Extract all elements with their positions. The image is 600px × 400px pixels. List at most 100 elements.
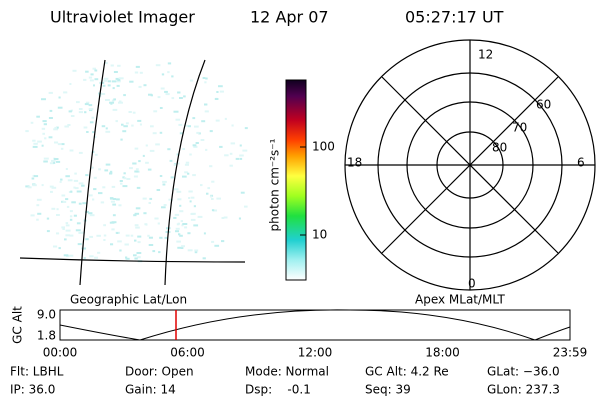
pixel	[205, 77, 208, 80]
colorbar	[285, 79, 307, 281]
pixel	[33, 142, 38, 145]
pixel	[53, 128, 59, 131]
pixel	[74, 187, 79, 190]
pixel	[65, 234, 70, 237]
pixel	[207, 187, 211, 190]
pixel	[46, 217, 50, 220]
pixel	[69, 210, 73, 213]
pixel	[94, 153, 98, 156]
pixel	[197, 215, 203, 218]
pixel	[174, 213, 180, 216]
pixel	[173, 164, 176, 167]
pixel	[157, 222, 160, 225]
pixel	[65, 229, 71, 232]
pixel	[188, 197, 191, 199]
pixel	[54, 126, 58, 129]
ring-label: 70	[512, 121, 527, 135]
pixel	[167, 62, 172, 65]
pixel	[178, 123, 183, 126]
pixel	[53, 158, 59, 160]
pixel	[183, 124, 188, 127]
pixel	[202, 77, 206, 79]
pixel	[242, 149, 248, 152]
pixel	[83, 257, 86, 260]
pixel	[33, 175, 39, 178]
pixel	[181, 245, 185, 248]
pixel	[70, 190, 73, 193]
pixel	[73, 214, 77, 217]
pixel	[105, 163, 111, 166]
pixel	[97, 251, 101, 254]
pixel	[80, 231, 86, 234]
pixel	[111, 80, 117, 83]
pixel	[37, 140, 42, 143]
pixel	[148, 244, 154, 246]
pixel	[167, 71, 170, 74]
pixel	[90, 73, 94, 76]
pixel	[175, 230, 180, 233]
pixel	[32, 139, 36, 142]
pixel	[179, 234, 183, 237]
pixel	[72, 69, 77, 72]
pixel	[84, 111, 87, 114]
pixel	[184, 226, 188, 229]
info-field: Flt: LBHL	[10, 365, 64, 379]
pixel	[125, 257, 130, 260]
pixel	[89, 194, 93, 197]
pixel	[182, 175, 187, 178]
strip-xtick: 18:00	[425, 346, 460, 360]
pixel	[31, 177, 35, 180]
pixel	[179, 204, 182, 207]
pixel	[98, 168, 101, 171]
pixel	[67, 179, 73, 182]
pixel	[50, 190, 53, 193]
pixel	[65, 222, 69, 225]
pixel	[139, 71, 143, 74]
pixel	[41, 98, 46, 101]
pixel	[123, 172, 126, 175]
pixel	[200, 139, 205, 141]
pixel	[201, 120, 206, 123]
pixel	[164, 90, 168, 93]
pixel	[239, 144, 242, 147]
pixel	[111, 185, 116, 188]
pixel	[235, 157, 240, 160]
pixel	[204, 81, 207, 84]
pixel	[89, 121, 94, 124]
pixel	[25, 185, 30, 188]
pixel	[214, 244, 220, 247]
pixel	[69, 234, 74, 237]
pixel	[119, 100, 122, 103]
pixel	[177, 198, 182, 201]
pixel	[152, 132, 157, 135]
pixel	[191, 212, 196, 215]
pixel	[189, 153, 192, 156]
strip-frame	[59, 309, 571, 341]
pixel	[61, 143, 65, 146]
pixel	[187, 125, 191, 128]
pixel	[63, 254, 69, 257]
pixel	[209, 130, 213, 133]
pixel	[93, 188, 97, 191]
pixel	[78, 202, 82, 205]
pixel	[88, 76, 93, 79]
pixel	[27, 186, 32, 189]
pixel	[110, 64, 114, 67]
pixel	[160, 87, 165, 90]
pixel	[49, 185, 54, 188]
colorbar-unit: photon cm⁻²s⁻¹	[268, 138, 282, 231]
pixel	[58, 96, 61, 99]
pixel	[142, 154, 145, 157]
pixel	[188, 190, 193, 193]
pixel	[229, 164, 233, 167]
pixel	[145, 161, 149, 164]
pixel	[239, 154, 244, 157]
pixel	[125, 234, 130, 237]
pixel	[135, 65, 140, 68]
pixel	[204, 103, 208, 106]
pixel	[134, 239, 137, 242]
pixel	[111, 99, 115, 102]
pixel	[200, 184, 203, 187]
date: 12 Apr 07	[250, 8, 329, 27]
pixel	[88, 108, 94, 111]
